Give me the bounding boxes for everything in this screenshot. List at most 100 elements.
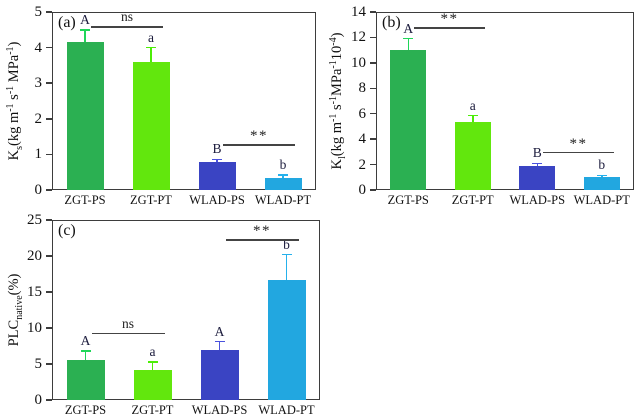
y-tick-label: 3 bbox=[34, 75, 43, 92]
bar-WLAD-PS bbox=[200, 349, 239, 400]
y-axis-title-segment: K bbox=[6, 149, 22, 161]
y-axis-title-segment: (kg m bbox=[329, 121, 345, 157]
error-bar-cap bbox=[281, 253, 292, 256]
bar-WLAD-PT bbox=[264, 177, 302, 190]
y-axis-title-segment: (kg m bbox=[6, 111, 22, 147]
y-tick-label: 5 bbox=[34, 356, 43, 372]
bar-WLAD-PT bbox=[267, 279, 306, 400]
group-letter: a bbox=[469, 97, 476, 113]
x-tick-label: ZGT-PT bbox=[130, 193, 172, 207]
group-letter: a bbox=[149, 343, 156, 359]
error-bar-cap bbox=[214, 340, 225, 343]
error-bar-line bbox=[536, 163, 538, 166]
significance-line bbox=[91, 333, 165, 335]
y-axis-title: Ks(kg m-1 s-1 MPa-1) bbox=[3, 0, 25, 215]
y-tick-mark bbox=[370, 87, 376, 90]
significance-label: ns bbox=[120, 9, 133, 25]
bar-ZGT-PS bbox=[66, 360, 105, 400]
group-letter: b bbox=[598, 157, 606, 173]
bar-WLAD-PS bbox=[198, 162, 236, 190]
error-bar-line bbox=[151, 361, 154, 371]
y-tick-mark bbox=[46, 219, 52, 221]
y-axis-title: Kl(kg m-1 s-1MPa-110-4) bbox=[326, 0, 348, 215]
y-axis-title-segment: native bbox=[14, 295, 25, 320]
x-tick-label: ZGT-PT bbox=[131, 403, 174, 417]
panel-label-(b): (b) bbox=[382, 14, 401, 31]
y-axis-title-segment: MPa bbox=[6, 54, 22, 86]
error-bar-cap bbox=[532, 162, 543, 165]
y-tick-mark bbox=[46, 291, 52, 293]
group-letter: A bbox=[403, 20, 414, 36]
y-axis-title-segment: MPa bbox=[329, 68, 345, 96]
y-tick-label: 5 bbox=[34, 4, 43, 20]
error-bar-line bbox=[84, 351, 87, 361]
group-letter: a bbox=[148, 29, 154, 45]
significance-label: ** bbox=[440, 11, 459, 28]
error-bar-line bbox=[218, 341, 221, 350]
y-tick-label: 8 bbox=[358, 80, 367, 97]
x-tick-label: ZGT-PS bbox=[64, 193, 106, 207]
y-tick-mark bbox=[46, 327, 52, 329]
y-tick-label: 20 bbox=[27, 248, 42, 264]
y-tick-label: 1 bbox=[34, 146, 43, 163]
significance-label: ** bbox=[250, 128, 268, 145]
error-bar-cap bbox=[212, 158, 222, 161]
error-bar-cap bbox=[596, 174, 607, 177]
y-tick-mark bbox=[370, 189, 376, 191]
group-letter: b bbox=[283, 236, 290, 252]
y-tick-mark bbox=[46, 153, 52, 156]
y-axis-title-segment: -1 bbox=[328, 113, 339, 122]
error-bar-cap bbox=[147, 361, 158, 363]
y-axis-title-segment: K bbox=[329, 158, 345, 170]
error-bar-line bbox=[472, 115, 474, 122]
significance-line bbox=[223, 144, 295, 146]
x-tick-label: ZGT-PT bbox=[451, 193, 494, 207]
y-axis-title-segment: -1 bbox=[5, 85, 16, 95]
y-tick-label: 4 bbox=[358, 131, 367, 148]
significance-label: ** bbox=[253, 223, 271, 240]
significance-line bbox=[91, 26, 163, 28]
error-bar-cap bbox=[146, 46, 156, 49]
y-tick-mark bbox=[46, 118, 52, 120]
y-axis-title-segment: l bbox=[337, 156, 348, 159]
y-tick-mark bbox=[46, 189, 52, 191]
bar-WLAD-PT bbox=[583, 177, 620, 190]
y-tick-mark bbox=[370, 138, 376, 140]
y-axis-title-segment: -1 bbox=[328, 95, 339, 105]
y-tick-label: 0 bbox=[358, 182, 367, 198]
x-tick-label: WLAD-PT bbox=[573, 193, 630, 207]
bar-ZGT-PS bbox=[66, 42, 104, 190]
error-bar-line bbox=[285, 254, 288, 280]
y-axis-title-segment: -4 bbox=[328, 37, 339, 46]
y-tick-mark bbox=[46, 363, 52, 365]
plot-frame-(b) bbox=[376, 12, 634, 190]
group-letter: b bbox=[279, 157, 287, 173]
y-tick-mark bbox=[46, 255, 52, 257]
y-tick-mark bbox=[46, 46, 52, 49]
x-tick-label: ZGT-PS bbox=[387, 193, 429, 207]
y-tick-mark bbox=[370, 112, 376, 115]
bar-ZGT-PT bbox=[133, 370, 172, 400]
y-axis-title-segment: s bbox=[14, 146, 25, 150]
y-tick-label: 2 bbox=[34, 110, 43, 127]
y-tick-mark bbox=[370, 62, 376, 64]
error-bar-cap bbox=[278, 174, 288, 176]
y-tick-label: 14 bbox=[351, 4, 366, 20]
error-bar-cap bbox=[467, 114, 478, 117]
y-tick-mark bbox=[370, 11, 376, 13]
error-bar-line bbox=[84, 29, 86, 43]
error-bar-line bbox=[407, 38, 409, 51]
x-tick-label: WLAD-PT bbox=[254, 193, 312, 207]
group-letter: B bbox=[532, 145, 542, 161]
y-tick-label: 25 bbox=[27, 212, 42, 228]
y-tick-label: 4 bbox=[34, 39, 43, 56]
y-tick-label: 6 bbox=[358, 105, 367, 122]
y-tick-label: 2 bbox=[358, 156, 367, 173]
x-tick-label: WLAD-PS bbox=[191, 403, 248, 417]
y-tick-label: 10 bbox=[27, 320, 42, 336]
x-tick-label: ZGT-PS bbox=[64, 403, 107, 417]
plot-frame-(a) bbox=[52, 12, 316, 190]
y-tick-mark bbox=[46, 11, 52, 13]
error-bar-cap bbox=[80, 29, 90, 31]
bar-ZGT-PT bbox=[132, 61, 170, 190]
